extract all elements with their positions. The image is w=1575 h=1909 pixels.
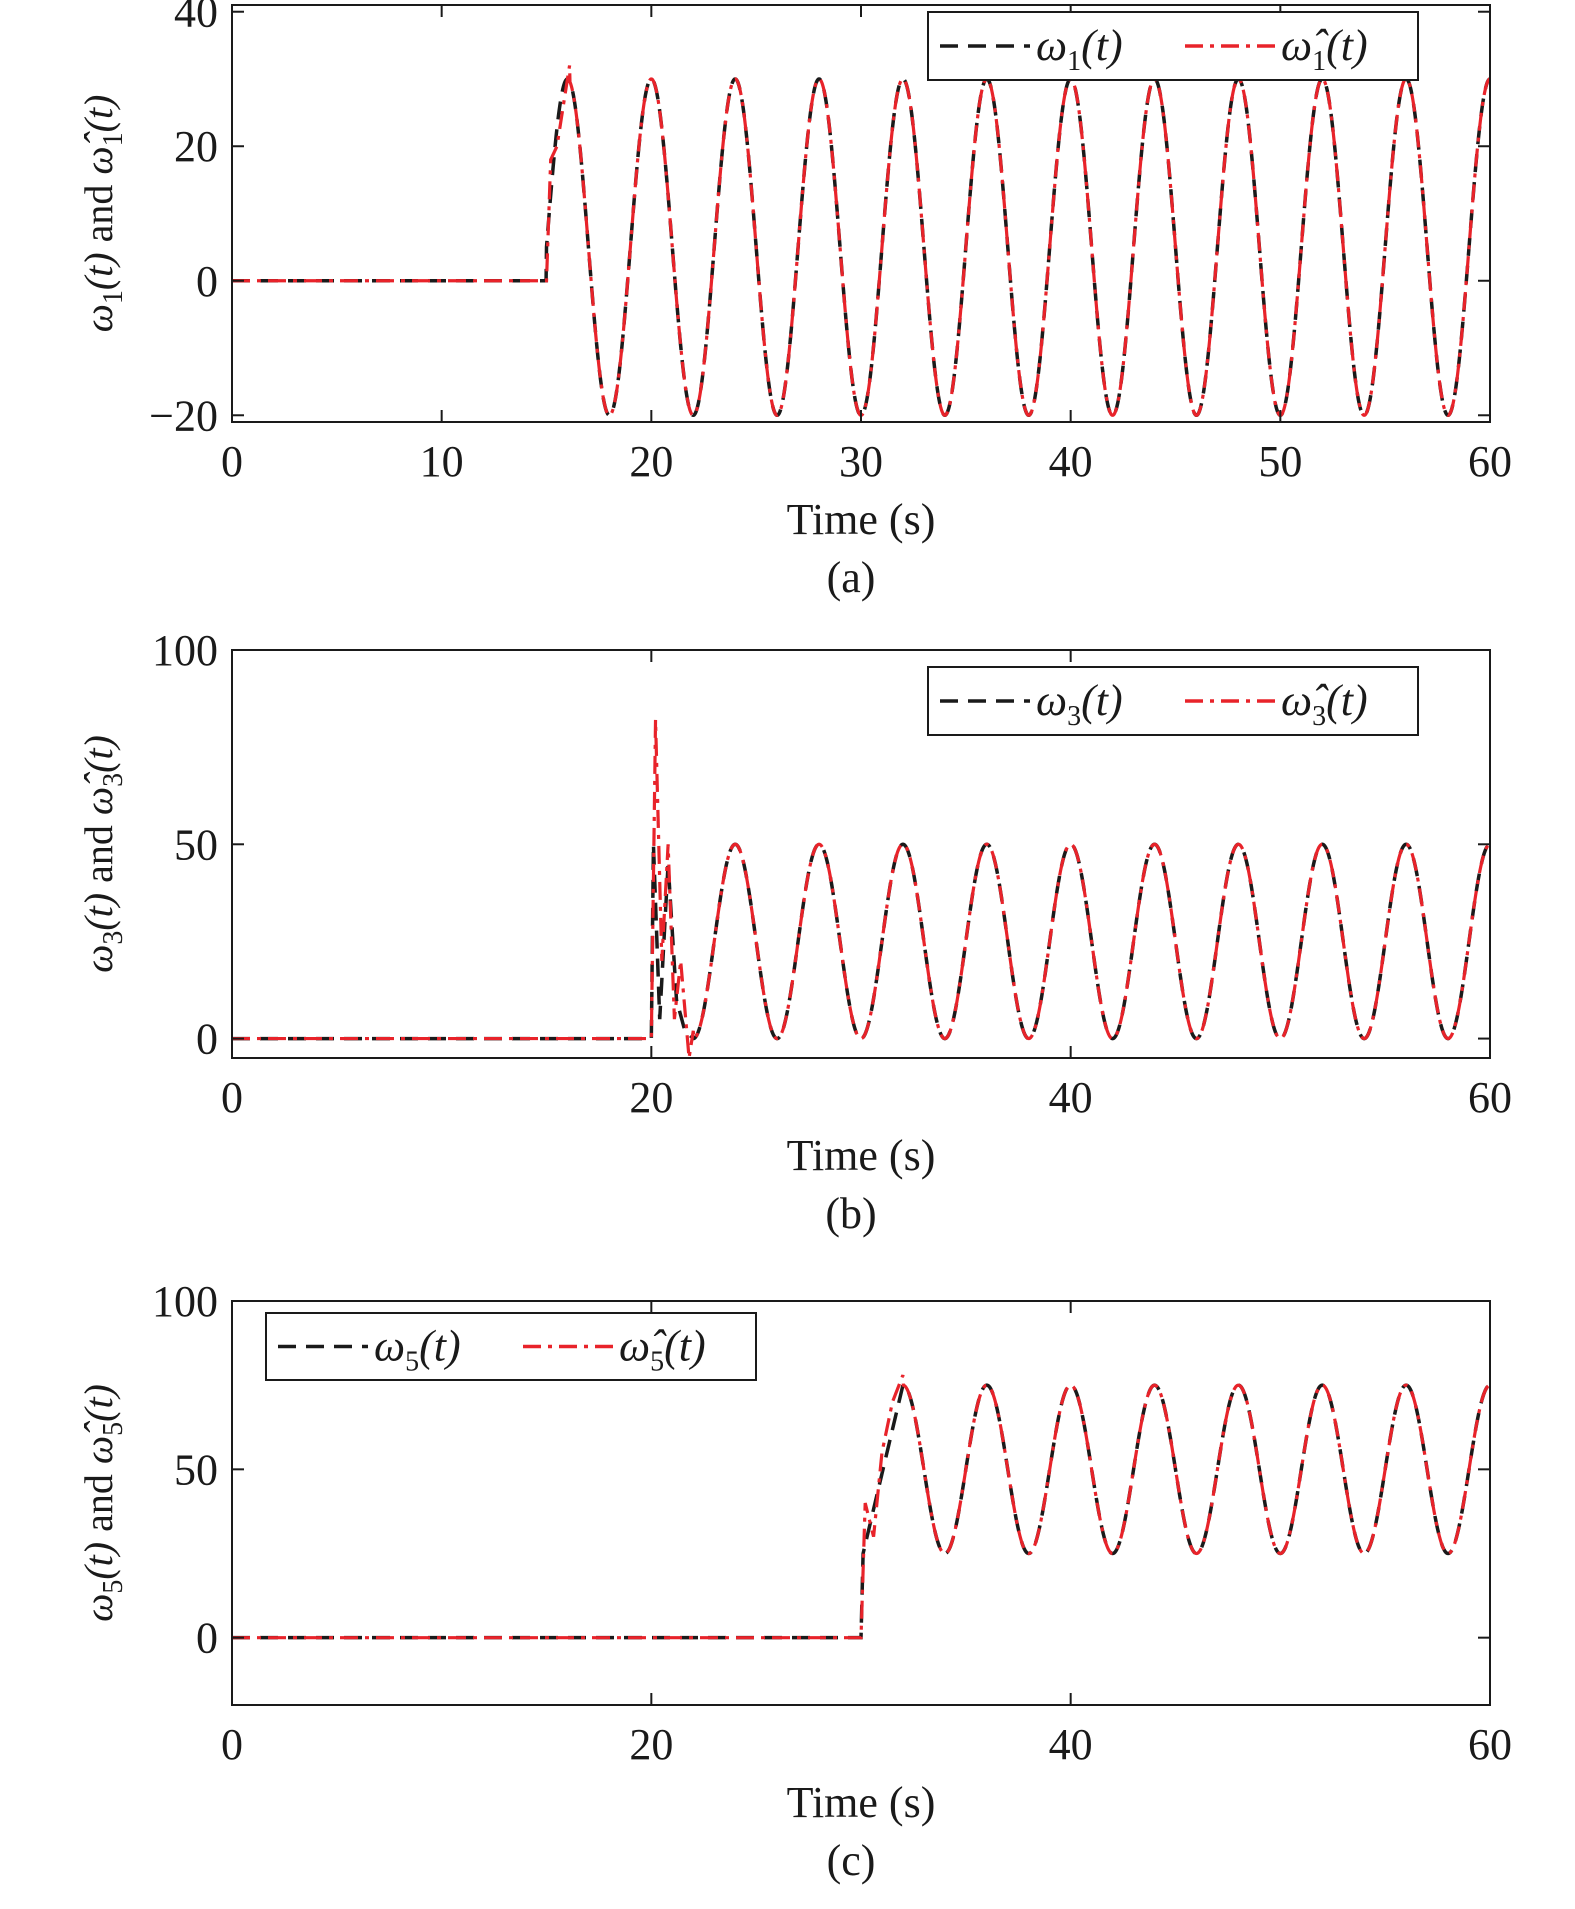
legend-label-1: ω1(t) (1036, 21, 1123, 77)
x-tick-label: 10 (420, 437, 464, 486)
x-tick-label: 60 (1468, 437, 1512, 486)
panel-caption: (a) (827, 553, 876, 602)
legend: ω5(t) ω̂5(t) (265, 1312, 757, 1381)
y-axis-label: ω1(t) and ω̂1(t) (76, 95, 129, 333)
x-tick-label: 20 (629, 1073, 673, 1122)
series-line-2 (232, 65, 1490, 417)
x-tick-label: 50 (1258, 437, 1302, 486)
y-tick-label: 50 (174, 1445, 218, 1494)
series-line-2 (232, 1374, 1490, 1640)
x-tick-label: 20 (629, 1720, 673, 1769)
x-tick-label: 0 (221, 1720, 243, 1769)
legend-label-1: ω3(t) (1036, 676, 1123, 732)
series-line-2 (232, 719, 1490, 1058)
x-tick-label: 0 (221, 437, 243, 486)
y-tick-label: 50 (174, 820, 218, 869)
series-line-1 (232, 1383, 1490, 1640)
y-tick-label: 0 (196, 1015, 218, 1064)
x-axis-label: Time (s) (787, 1778, 936, 1827)
x-axis-label: Time (s) (787, 495, 936, 544)
y-tick-label: 20 (174, 122, 218, 171)
y-tick-label: 100 (152, 1277, 218, 1326)
y-tick-label: 100 (152, 626, 218, 675)
x-tick-label: 0 (221, 1073, 243, 1122)
chart-panel-2: 0 20 40 60 0 50 100 Time (s) (b) ω3(t) and ω̂3(t)… (76, 626, 1512, 1238)
panel-caption: (c) (827, 1836, 876, 1885)
x-axis-label: Time (s) (787, 1131, 936, 1180)
y-tick-label: −20 (149, 391, 218, 440)
legend: ω1(t) ω̂1(t) (927, 11, 1419, 81)
y-axis-label: ω3(t) and ω̂3(t) (76, 735, 129, 973)
series-line-1 (232, 842, 1490, 1041)
y-tick-label: 0 (196, 1614, 218, 1663)
y-tick-label: 40 (174, 0, 218, 37)
x-tick-label: 40 (1049, 1720, 1093, 1769)
axes-frame (231, 1300, 1491, 1706)
x-tick-label: 20 (629, 437, 673, 486)
chart-panel-3: 0 20 40 60 0 50 100 Time (s) (c) ω5(t) and ω̂5(t)… (76, 1277, 1512, 1885)
x-tick-label: 60 (1468, 1073, 1512, 1122)
x-tick-label: 60 (1468, 1720, 1512, 1769)
y-tick-label: 0 (196, 257, 218, 306)
axes-frame (231, 649, 1491, 1059)
series-line-1 (232, 77, 1490, 418)
y-axis-label: ω5(t) and ω̂5(t) (76, 1384, 129, 1622)
x-tick-label: 40 (1049, 437, 1093, 486)
legend: ω3(t) ω̂3(t) (927, 666, 1419, 736)
panel-caption: (b) (825, 1189, 876, 1238)
legend-label-1: ω5(t) (374, 1322, 461, 1378)
legend-label-2: ω̂3(t) (1281, 676, 1368, 732)
x-tick-label: 40 (1049, 1073, 1093, 1122)
x-tick-label: 30 (839, 437, 883, 486)
